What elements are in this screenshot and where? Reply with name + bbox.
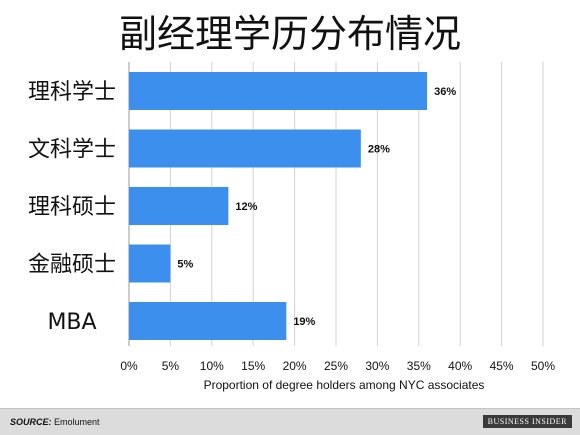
source-value: Emolument	[54, 417, 100, 427]
x-tick-label: 10%	[200, 359, 224, 373]
x-tick-label: 25%	[324, 359, 348, 373]
bar	[129, 129, 361, 168]
source-key: SOURCE:	[10, 417, 52, 427]
value-labels: 36% 28% 12% 5% 19%	[177, 86, 456, 328]
value-label: 28%	[368, 144, 390, 156]
x-tick-label: 40%	[448, 359, 472, 373]
chart-title: 副经理学历分布情况	[118, 12, 461, 56]
bar	[129, 187, 229, 225]
x-axis-title: Proportion of degree holders among NYC a…	[204, 378, 485, 392]
x-tick-label: 15%	[241, 359, 265, 373]
value-label: 19%	[293, 316, 315, 328]
x-tick-label: 20%	[283, 359, 307, 373]
x-tick-label: 0%	[120, 359, 138, 373]
value-label: 12%	[235, 201, 257, 213]
bar	[129, 72, 428, 110]
x-tick-label: 5%	[162, 359, 180, 373]
x-tick-label: 45%	[490, 359, 514, 373]
value-label: 5%	[177, 259, 193, 271]
category-label: 文科学士	[28, 138, 116, 163]
category-label: 理科硕士	[28, 195, 116, 220]
category-label: 金融硕士	[28, 253, 116, 278]
category-label: 理科学士	[28, 80, 116, 105]
x-tick-labels: 0% 5% 10% 15% 20% 25% 30% 35% 40% 45% 50%	[120, 359, 555, 373]
category-label: MBA	[47, 310, 96, 335]
source-note: SOURCE: Emolument	[10, 417, 100, 427]
bar	[129, 244, 171, 283]
bars	[129, 72, 428, 340]
footer: SOURCE: Emolument BUSINESS INSIDER	[0, 408, 580, 435]
x-tick-label: 50%	[531, 359, 555, 373]
bar	[129, 302, 287, 340]
x-tick-label: 30%	[365, 359, 389, 373]
brand-logo: BUSINESS INSIDER	[482, 415, 572, 428]
value-label: 36%	[434, 86, 456, 98]
x-tick-label: 35%	[407, 359, 431, 373]
